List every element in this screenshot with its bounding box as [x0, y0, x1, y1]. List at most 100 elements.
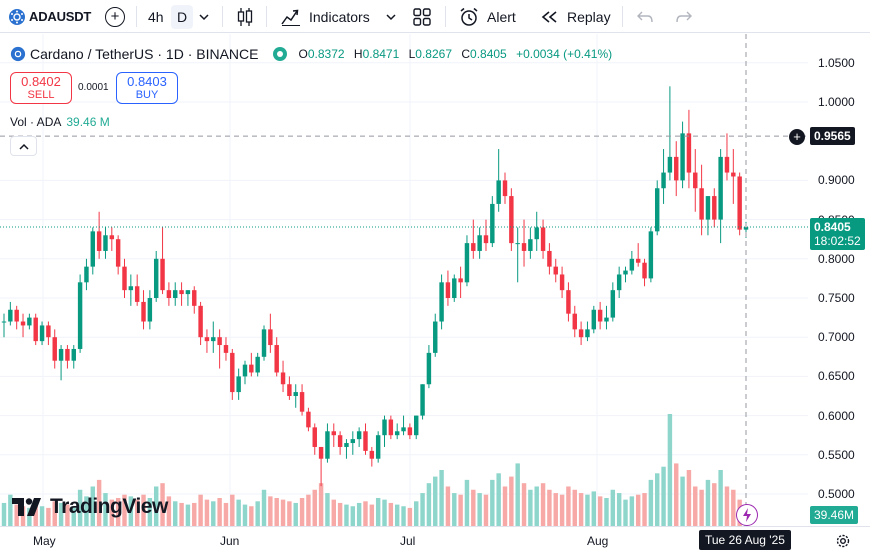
indicators-dropdown[interactable]: [386, 0, 396, 33]
alert-button[interactable]: Alert: [459, 0, 516, 33]
compare-button[interactable]: +: [105, 0, 125, 33]
candle-body: [293, 392, 298, 396]
volume-bar: [141, 494, 146, 526]
candle-body: [477, 235, 482, 251]
chart-type-button[interactable]: [236, 0, 254, 33]
countdown: 18:02:52: [814, 234, 861, 249]
templates-button[interactable]: [413, 0, 431, 33]
volume-bar: [179, 502, 184, 526]
volume-bar: [242, 504, 248, 526]
indicators-button[interactable]: Indicators: [281, 0, 370, 33]
candle-body: [217, 337, 222, 346]
open-label: O: [298, 47, 308, 61]
volume-bar: [382, 499, 387, 526]
candle-body: [509, 196, 514, 244]
volume-bar: [344, 504, 349, 526]
volume-bar: [134, 499, 140, 526]
time-scale[interactable]: May Jun Jul Aug Tue 26 Aug '25: [0, 526, 808, 554]
timeframe-dropdown[interactable]: [199, 0, 209, 33]
price-tick: 0.7000: [818, 330, 855, 345]
high-label: H: [353, 47, 363, 61]
volume-bar: [464, 479, 470, 526]
volume-bar: [471, 489, 476, 526]
volume-bar: [299, 498, 305, 526]
candle-body: [591, 309, 597, 330]
volume-legend: Vol · ADA 39.46 M: [10, 115, 110, 129]
top-toolbar: ADAUSDT + 4h D Indicators: [0, 0, 870, 33]
volume-bar: [306, 494, 311, 526]
toolbar-divider: [445, 6, 446, 27]
volume-bar: [84, 496, 89, 526]
volume-bar: [8, 494, 13, 526]
volume-bar: [686, 470, 692, 526]
candle-body: [471, 243, 476, 251]
chart-title: Cardano / TetherUS · 1D · BINANCE: [30, 46, 259, 62]
timeframe-4h[interactable]: 4h: [148, 0, 164, 33]
candle-body: [648, 231, 654, 279]
volume-bar: [635, 494, 641, 526]
volume-bar: [426, 483, 432, 526]
volume-bar: [566, 486, 571, 526]
volume-bar: [287, 501, 292, 526]
candle-body: [394, 431, 400, 436]
buy-label: BUY: [135, 88, 159, 101]
candle-body: [249, 364, 254, 373]
price-tick: 0.5000: [818, 487, 855, 501]
add-alert-plus-icon[interactable]: +: [789, 129, 805, 145]
plus-circle-icon: +: [105, 6, 125, 27]
candle-body: [667, 156, 673, 173]
market-open-icon: [272, 47, 287, 61]
volume-bar: [712, 483, 717, 526]
candle-body: [566, 290, 571, 314]
candle-body: [204, 337, 210, 342]
volume-bar: [58, 502, 64, 526]
volume-bar: [204, 499, 210, 526]
volume-bar: [597, 496, 603, 526]
cardano-logo-icon: [9, 8, 25, 25]
last-price-tag: 0.8405 18:02:52: [810, 218, 865, 251]
candle-body: [141, 301, 146, 322]
symbol-search[interactable]: ADAUSDT: [8, 0, 91, 33]
candle-body: [312, 427, 317, 447]
candle-layer: [1, 86, 749, 487]
candle-body: [109, 235, 115, 240]
volume-bar: [559, 494, 565, 526]
candle-body: [414, 415, 419, 436]
replay-button[interactable]: Replay: [541, 0, 611, 33]
change-value: +0.0034 (+0.41%): [516, 47, 613, 61]
candle-body: [686, 133, 692, 173]
volume-bar: [502, 486, 508, 526]
quick-actions-button[interactable]: [736, 504, 758, 526]
volume-bar: [350, 506, 356, 526]
sell-button[interactable]: 0.8402 SELL: [10, 72, 72, 104]
indicators-label: Indicators: [309, 8, 370, 25]
volume-bar: [604, 498, 609, 526]
redo-button[interactable]: [676, 0, 692, 33]
buy-price: 0.8403: [127, 73, 167, 89]
price-lines-layer: [0, 34, 808, 526]
candle-body: [96, 231, 102, 251]
timeframe-d[interactable]: D: [171, 0, 194, 33]
undo-button[interactable]: [637, 0, 653, 33]
volume-bar: [318, 483, 324, 526]
candle-body: [604, 317, 609, 322]
redo-icon: [676, 11, 692, 22]
collapse-legend-button[interactable]: [10, 136, 37, 156]
volume-bar: [1, 502, 7, 526]
chevron-down-icon: [386, 13, 396, 20]
candles-icon: [237, 7, 253, 26]
volume-bar: [654, 473, 660, 526]
candle-body: [90, 231, 96, 267]
price-chart[interactable]: [0, 34, 808, 526]
volume-bar: [616, 493, 622, 526]
candle-body: [242, 364, 248, 377]
volume-bar: [452, 493, 457, 526]
candle-body: [134, 286, 140, 302]
crosshair-price-tag: 0.9565: [810, 127, 855, 146]
volume-tag-value: 39.46M: [814, 508, 855, 522]
price-scale[interactable]: 1.05001.00000.90000.85000.80000.75000.70…: [808, 34, 870, 526]
volume-bar: [623, 499, 628, 526]
buy-button[interactable]: 0.8403 BUY: [116, 72, 178, 104]
scale-settings-button[interactable]: [808, 526, 870, 554]
candle-body: [185, 290, 191, 295]
